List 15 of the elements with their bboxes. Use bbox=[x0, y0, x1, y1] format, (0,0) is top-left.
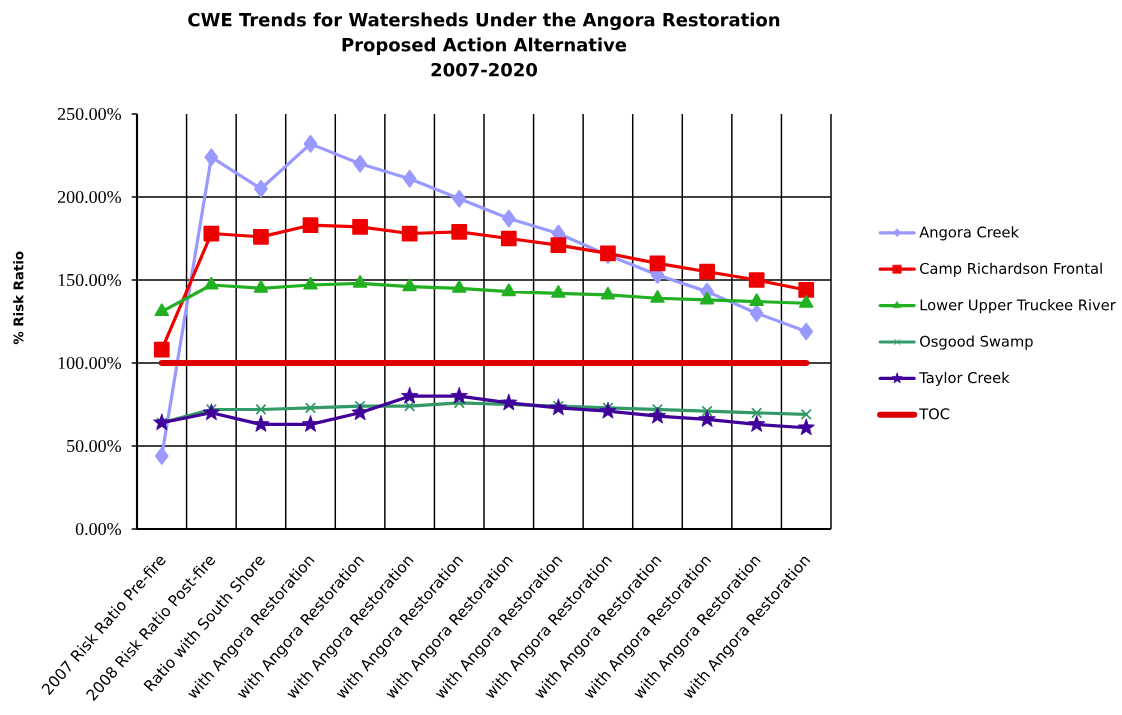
y-tick-label: 50.00% bbox=[67, 439, 122, 453]
legend-label: Angora Creek bbox=[919, 226, 1019, 241]
legend-label: Osgood Swamp bbox=[920, 335, 1033, 350]
legend-label: Taylor Creek bbox=[919, 371, 1010, 387]
y-axis-title: % Risk Ratio bbox=[13, 251, 24, 345]
y-tick-label: 200.00% bbox=[57, 190, 122, 204]
chart-title: CWE Trends for Watersheds Under the Angora Restoration Proposed Action Alternative bbox=[188, 12, 780, 55]
legend-label: Camp Richardson Frontal bbox=[920, 262, 1102, 277]
y-tick-label: 250.00% bbox=[57, 107, 122, 121]
legend-label: TOC bbox=[919, 408, 950, 420]
legend-label: Lower Upper Truckee River bbox=[920, 299, 1116, 314]
y-tick-label: 0.00% bbox=[75, 522, 122, 536]
y-tick-label: 100.00% bbox=[58, 356, 122, 370]
y-tick-label: 150.00% bbox=[58, 273, 122, 287]
chart-subtitle: 2007-2020 bbox=[431, 62, 537, 77]
